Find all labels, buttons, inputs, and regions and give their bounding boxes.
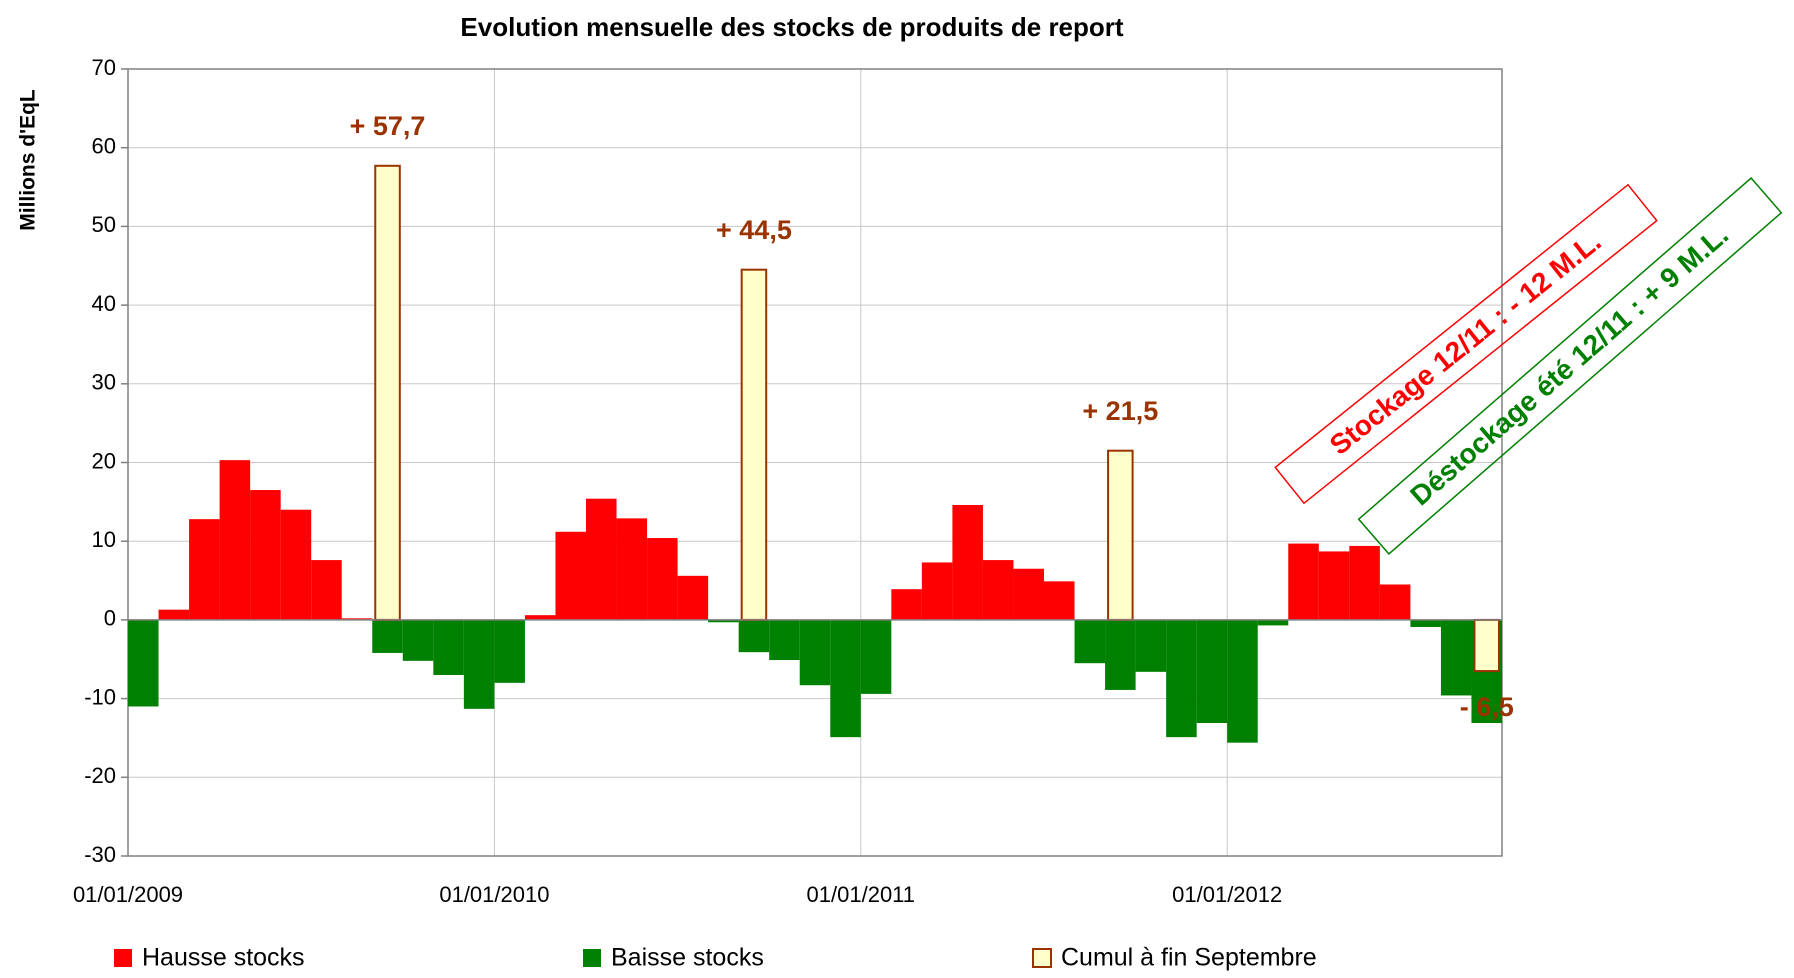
cumul-bar (1107, 449, 1134, 621)
bar (372, 619, 403, 653)
bar (769, 619, 800, 661)
bar (616, 518, 648, 620)
bar (158, 609, 190, 620)
y-axis-label: Millions d'EqL (17, 89, 40, 231)
bar (250, 490, 281, 620)
bar (555, 531, 586, 620)
legend-label: Baisse stocks (611, 944, 764, 972)
bar (1166, 619, 1197, 738)
value-label: + 57,7 (350, 111, 426, 141)
value-label: + 21,5 (1082, 396, 1158, 426)
bar (1257, 619, 1289, 626)
bar (1105, 619, 1136, 690)
y-tick-label: 20 (92, 448, 116, 473)
y-tick-label: 60 (92, 134, 116, 159)
cumul-bar (374, 164, 401, 621)
legend-swatch (114, 949, 132, 967)
y-tick-label: 30 (92, 370, 116, 395)
y-tick-label: -30 (84, 842, 116, 867)
bar (1379, 584, 1411, 620)
bar (341, 618, 373, 620)
bar (1349, 545, 1380, 620)
bar (402, 619, 434, 661)
chart-title: Evolution mensuelle des stocks de produi… (460, 12, 1123, 42)
bar (799, 619, 831, 686)
x-tick-label: 01/01/2012 (1172, 882, 1282, 907)
bar (1227, 619, 1258, 743)
bar (189, 519, 220, 620)
bar (586, 498, 617, 620)
legend-swatch (583, 949, 601, 967)
x-tick-label: 01/01/2010 (439, 882, 549, 907)
bar (1440, 619, 1472, 696)
legend-swatch (1032, 948, 1052, 968)
bar (1135, 619, 1167, 672)
bar (891, 589, 922, 620)
bar (463, 619, 495, 709)
cumul-bar (740, 268, 768, 621)
annotation-box (1274, 183, 1658, 505)
bar (982, 560, 1014, 620)
y-tick-label: -20 (84, 763, 116, 788)
x-tick-label: 01/01/2011 (807, 882, 915, 907)
bar (647, 538, 678, 620)
annotation-text: Stockage 12/11 : - 12 M.L. (1324, 225, 1607, 460)
bar (219, 460, 251, 620)
bar (921, 562, 953, 620)
bar (952, 504, 983, 620)
y-tick-label: 50 (92, 212, 116, 237)
bar (1013, 568, 1044, 620)
bar (433, 619, 464, 675)
x-tick-label: 01/01/2009 (73, 882, 183, 907)
bar (677, 575, 709, 620)
bar (708, 619, 739, 623)
bar (830, 619, 861, 738)
y-tick-label: 70 (92, 55, 116, 80)
annotation-box (1357, 177, 1783, 555)
legend-label: Cumul à fin Septembre (1061, 944, 1317, 972)
bar (524, 615, 556, 620)
y-tick-label: 10 (92, 527, 116, 552)
bar (738, 619, 770, 653)
bar (1318, 551, 1350, 620)
bar (280, 509, 312, 620)
legend-label: Hausse stocks (142, 944, 305, 972)
y-tick-label: 40 (92, 291, 116, 316)
y-tick-label: 0 (104, 606, 116, 631)
bar (1288, 543, 1319, 620)
bar (1410, 619, 1441, 627)
bar (494, 619, 525, 683)
bar (128, 619, 159, 707)
bar (1074, 619, 1106, 664)
value-label: + 44,5 (716, 215, 792, 245)
value-label: - 6,5 (1460, 692, 1514, 722)
bar (1044, 581, 1075, 620)
plot-frame (127, 68, 1503, 857)
y-tick-label: -10 (84, 684, 116, 709)
bar (1196, 619, 1228, 723)
bar (311, 560, 342, 620)
cumul-bar (1473, 618, 1501, 673)
bar (860, 619, 892, 694)
